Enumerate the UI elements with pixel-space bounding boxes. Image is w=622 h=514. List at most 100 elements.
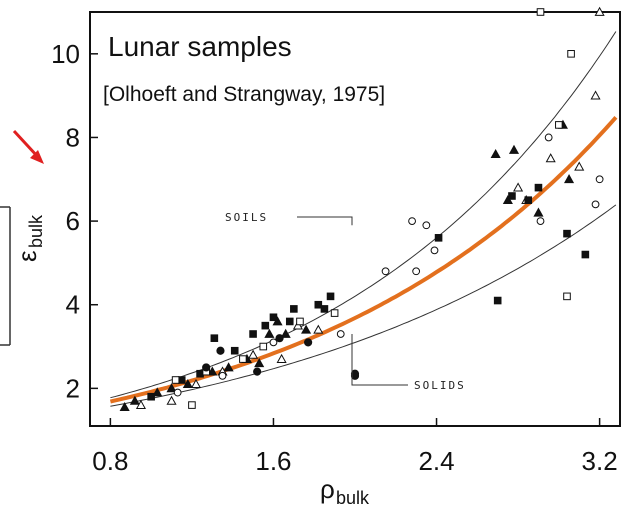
data-point-open-circle <box>173 388 182 397</box>
data-point-filled-triangle <box>207 366 218 376</box>
data-point-open-circle <box>269 338 278 347</box>
data-point-open-circle <box>591 200 600 209</box>
data-point-filled-square <box>249 330 257 338</box>
upper-thin-curve <box>110 31 617 399</box>
data-point-open-triangle <box>248 349 259 359</box>
data-point-open-circle <box>595 175 604 184</box>
data-point-filled-square <box>261 321 270 330</box>
data-point-open-triangle <box>574 161 585 171</box>
data-point-filled-square <box>177 376 186 384</box>
data-point-filled-triangle <box>152 387 163 397</box>
annotations: SOILS SOLIDS <box>225 211 466 392</box>
soils-label: SOILS <box>225 211 268 224</box>
data-point-filled-square <box>290 305 298 313</box>
data-point-open-square <box>567 50 575 58</box>
solids-label: SOLIDS <box>414 379 466 392</box>
y-tick-label: 2 <box>66 373 80 403</box>
x-tick-label: 0.8 <box>92 446 128 476</box>
data-point-filled-triangle <box>563 174 575 184</box>
x-tick-label: 1.6 <box>255 446 291 476</box>
data-point-filled-square <box>285 317 294 326</box>
x-axis-symbol: ρ <box>320 474 335 504</box>
data-point-filled-square <box>524 196 533 204</box>
data-point-open-circle <box>544 133 553 142</box>
data-point-filled-square <box>147 392 155 401</box>
y-axis-symbol: ε <box>12 250 42 262</box>
data-points <box>119 6 605 412</box>
data-point-open-square <box>555 121 563 129</box>
data-point-open-square <box>259 342 268 351</box>
data-point-filled-circle <box>253 367 262 376</box>
axis-ticks <box>90 53 601 426</box>
data-point-filled-circle-dark <box>350 369 360 378</box>
data-point-filled-square <box>534 183 543 192</box>
y-axis-label: ε bulk <box>12 214 46 262</box>
data-point-filled-square <box>269 313 278 322</box>
data-point-open-square <box>536 8 545 16</box>
data-point-filled-triangle <box>533 207 544 217</box>
data-point-open-triangle <box>166 395 177 405</box>
data-point-filled-triangle <box>129 395 140 405</box>
tick-labels: 0.8 1.6 2.4 3.2 2 4 6 8 10 <box>51 39 618 476</box>
chart-title: Lunar samples <box>108 31 292 62</box>
red-arrow-icon <box>12 129 44 164</box>
data-point-filled-triangle <box>508 144 520 154</box>
data-point-open-triangle <box>594 6 605 16</box>
y-tick-label: 10 <box>51 39 80 69</box>
chart-subtitle: [Olhoeft and Strangway, 1975] <box>103 83 385 106</box>
data-point-filled-square <box>581 250 590 259</box>
data-point-open-circle <box>430 246 439 255</box>
y-tick-label: 6 <box>66 206 80 236</box>
x-tick-label: 3.2 <box>582 446 618 476</box>
data-point-open-circle <box>422 221 431 230</box>
soils-leader <box>297 216 353 226</box>
data-point-filled-triangle <box>254 358 265 368</box>
data-point-filled-triangle <box>490 148 501 159</box>
data-point-filled-triangle <box>301 324 312 334</box>
data-point-open-triangle <box>590 90 601 100</box>
data-point-filled-square <box>210 334 219 342</box>
data-point-filled-triangle <box>182 378 193 389</box>
data-point-filled-circle <box>304 338 313 347</box>
data-point-filled-triangle <box>166 383 177 393</box>
data-point-filled-triangle <box>264 328 275 338</box>
data-point-filled-square <box>326 292 335 301</box>
data-point-filled-circle <box>202 363 211 372</box>
data-point-filled-square <box>230 346 239 355</box>
y-tick-label: 4 <box>66 290 80 320</box>
data-point-filled-square <box>508 192 516 200</box>
lower-thin-curve <box>110 204 617 407</box>
data-point-open-triangle <box>545 153 556 163</box>
data-point-open-square <box>296 317 304 326</box>
data-point-open-square <box>239 355 247 363</box>
x-axis-subscript: bulk <box>336 488 370 508</box>
data-point-filled-square <box>320 305 329 313</box>
data-point-open-square <box>563 292 571 301</box>
data-point-filled-square <box>314 300 323 309</box>
data-point-filled-square <box>434 234 443 242</box>
data-point-filled-square <box>196 369 204 378</box>
data-point-open-triangle <box>313 324 324 334</box>
data-point-open-circle <box>381 267 390 276</box>
data-point-open-square <box>188 401 196 409</box>
data-point-open-circle <box>218 371 227 380</box>
data-point-filled-triangle <box>119 401 130 412</box>
plot-area <box>89 11 621 427</box>
data-point-open-circle <box>336 330 345 338</box>
data-point-open-triangle <box>276 353 287 363</box>
y-axis-subscript: bulk <box>26 214 46 248</box>
data-point-filled-square <box>563 229 571 238</box>
data-point-open-circle <box>412 267 421 276</box>
data-point-open-square <box>330 309 339 317</box>
data-point-filled-circle <box>275 334 284 343</box>
data-point-open-triangle <box>135 399 147 409</box>
solids-leader <box>351 334 408 386</box>
x-axis-label: ρ bulk <box>320 474 370 508</box>
data-point-filled-triangle <box>280 328 291 338</box>
y-tick-label: 8 <box>66 122 80 152</box>
data-point-filled-triangle <box>223 362 234 372</box>
data-point-open-square <box>171 376 180 384</box>
data-point-open-circle <box>408 217 416 225</box>
data-point-open-circle <box>536 217 545 225</box>
